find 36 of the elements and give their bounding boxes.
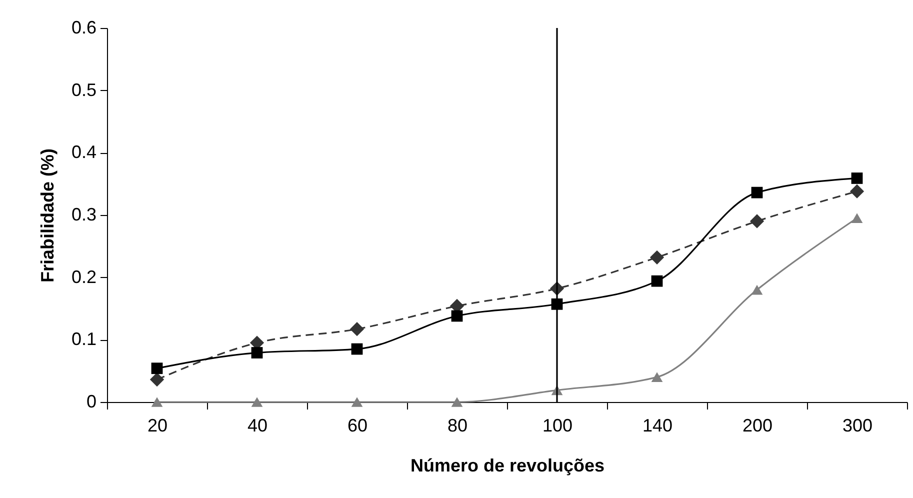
point [751,186,763,198]
point [451,310,463,322]
point [851,213,863,224]
point [451,397,463,407]
x-tick-label: 140 [642,416,673,436]
point [350,322,364,336]
x-tick-label: 80 [447,416,468,436]
y-tick-label: 0.1 [71,329,96,350]
point [351,397,363,407]
y-tick-label: 0 [86,392,96,412]
x-tick-label: 20 [147,416,168,436]
x-tick-label: 60 [347,416,368,436]
point [750,214,764,228]
y-tick-label: 0.3 [71,204,96,224]
point [651,275,663,287]
x-tick-label: 200 [742,416,773,436]
point [251,347,263,358]
point [851,172,863,184]
point [251,397,263,407]
x-axis-title: Número de revoluções [410,456,605,476]
y-axis-title: Friabilidade (%) [37,148,58,283]
x-tick-label: 300 [842,416,873,436]
y-tick-label: 0.4 [71,142,96,162]
y-tick-label: 0.2 [71,266,96,287]
y-tick-label: 0.5 [71,80,96,100]
point [151,362,163,374]
point [651,372,663,382]
y-tick-label: 0.6 [71,18,96,38]
point [351,343,363,355]
point [650,250,664,264]
x-tick-label: 40 [247,416,268,436]
point [150,372,164,387]
point [850,184,864,198]
point [151,397,163,407]
x-tick-label: 100 [542,416,573,436]
point [751,284,763,295]
